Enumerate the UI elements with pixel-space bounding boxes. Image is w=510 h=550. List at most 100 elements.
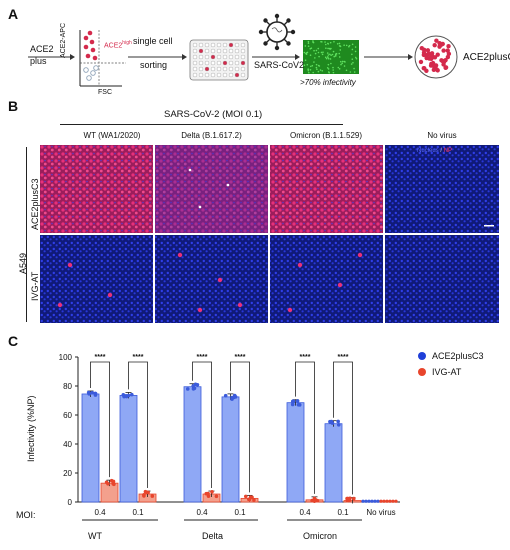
data-point (361, 499, 365, 503)
micrograph-ace2-omicron (270, 145, 383, 233)
micrograph-ace2-wt (40, 145, 153, 233)
data-point (223, 393, 228, 398)
panel-a-schematic (28, 13, 458, 87)
data-point (394, 499, 398, 503)
data-point (370, 499, 374, 503)
micrograph-grid (40, 145, 499, 323)
significance-bracket (333, 361, 353, 495)
micrograph-ivg-no-virus (385, 235, 499, 323)
data-point (290, 402, 295, 407)
panel-b-header: SARS-CoV-2 (MOI 0.1) (164, 109, 263, 120)
virus-label: SARS-CoV2 (254, 60, 305, 70)
column-label-no-virus: No virus (427, 131, 457, 140)
column-label-delta: Delta (B.1.617.2) (181, 131, 242, 140)
data-point (345, 498, 350, 503)
micrograph-ivg-delta (155, 235, 268, 323)
ace2-apc-axis-label: ACE2-APC (60, 22, 67, 58)
cell-line-bracket (26, 147, 27, 322)
data-point (352, 496, 356, 501)
ace2-label: ACE2 (30, 44, 54, 54)
virus-icon (258, 13, 296, 51)
group-label-wt: WT (88, 531, 102, 541)
moi-tick-label: 0.4 (196, 508, 208, 517)
moi-tick-label: 0.1 (337, 508, 349, 517)
significance-label: **** (338, 354, 349, 361)
data-point (214, 494, 219, 499)
data-point (252, 498, 256, 502)
bar-ace2plusc3 (119, 395, 138, 503)
data-point (130, 392, 134, 397)
header-underline (60, 124, 343, 125)
data-point (150, 494, 155, 498)
group-label-delta: Delta (202, 531, 224, 541)
data-point (210, 489, 214, 494)
significance-label: **** (95, 354, 106, 361)
ace2-high-gate-label: ACE2high (104, 40, 132, 50)
significance-bracket (192, 361, 212, 489)
data-point (379, 499, 383, 503)
data-point (376, 499, 380, 503)
micrograph-ivg-wt (40, 235, 153, 323)
micrograph-ace2-delta (155, 145, 268, 233)
clone-label: ACE2plusC3 (463, 52, 510, 63)
moi-label: MOI: (16, 510, 36, 520)
data-point (295, 399, 300, 403)
significance-bracket (128, 361, 148, 489)
bar-ace2plusc3 (221, 396, 240, 503)
significance-label: **** (235, 354, 246, 361)
panel-c-label: C (8, 333, 19, 349)
sorting-label-line2: sorting (140, 60, 168, 70)
data-point (367, 499, 371, 503)
significance-bracket (90, 361, 110, 478)
panel-a-label: A (8, 6, 19, 22)
data-point (230, 397, 234, 401)
data-point (243, 494, 248, 499)
data-point (382, 499, 386, 503)
plus-label: plus (30, 56, 47, 66)
data-point (204, 491, 209, 496)
legend-label-ace2plusc3: ACE2plusC3 (432, 351, 484, 361)
y-tick-label: 80 (63, 382, 72, 391)
legend-marker-ace2plusc3 (418, 352, 426, 360)
column-label-omicron: Omicron (B.1.1.529) (289, 131, 363, 140)
infectivity-chart: 0 20 40 60 80 100 **** **** **** **** **** **** 0.… (59, 353, 400, 521)
data-point (348, 496, 352, 501)
infectivity-label: >70% infectivity (300, 78, 356, 87)
moi-tick-label: 0.4 (299, 508, 311, 517)
data-point (250, 495, 254, 500)
significance-bracket (295, 361, 315, 494)
bar-ace2plusc3 (286, 402, 305, 503)
micrograph-ivg-omicron (270, 235, 383, 323)
micrograph-legend: Nucleus / NP (417, 148, 453, 154)
row-label-ivg-at: IVG-AT (30, 271, 40, 301)
y-tick-label: 0 (68, 498, 73, 507)
moi-tick-label: 0.1 (132, 508, 144, 517)
data-point (290, 399, 295, 404)
data-point (104, 480, 109, 485)
data-point (142, 493, 146, 497)
data-point (385, 499, 389, 503)
data-point (336, 419, 340, 424)
panel-b-label: B (8, 98, 19, 114)
data-point (364, 499, 368, 503)
data-point (185, 387, 190, 391)
data-point (146, 490, 150, 495)
y-tick-label: 60 (63, 411, 72, 420)
data-point (391, 499, 395, 503)
scale-bar (484, 225, 494, 227)
significance-label: **** (300, 354, 311, 361)
data-point (388, 499, 392, 503)
data-point (124, 393, 128, 398)
group-label-omicron: Omicron (303, 531, 338, 541)
data-point (87, 392, 91, 396)
fsc-axis-label: FSC (98, 89, 112, 96)
bar-ace2plusc3 (81, 393, 100, 503)
y-tick-label: 20 (63, 469, 72, 478)
micrograph-ace2-no-virus (385, 145, 499, 233)
column-label-wt: WT (WA1/2020) (83, 131, 141, 140)
data-point (314, 498, 318, 502)
bar-ace2plusc3 (183, 386, 202, 503)
data-point (191, 387, 196, 391)
significance-bracket (230, 361, 250, 493)
data-point (111, 481, 116, 486)
